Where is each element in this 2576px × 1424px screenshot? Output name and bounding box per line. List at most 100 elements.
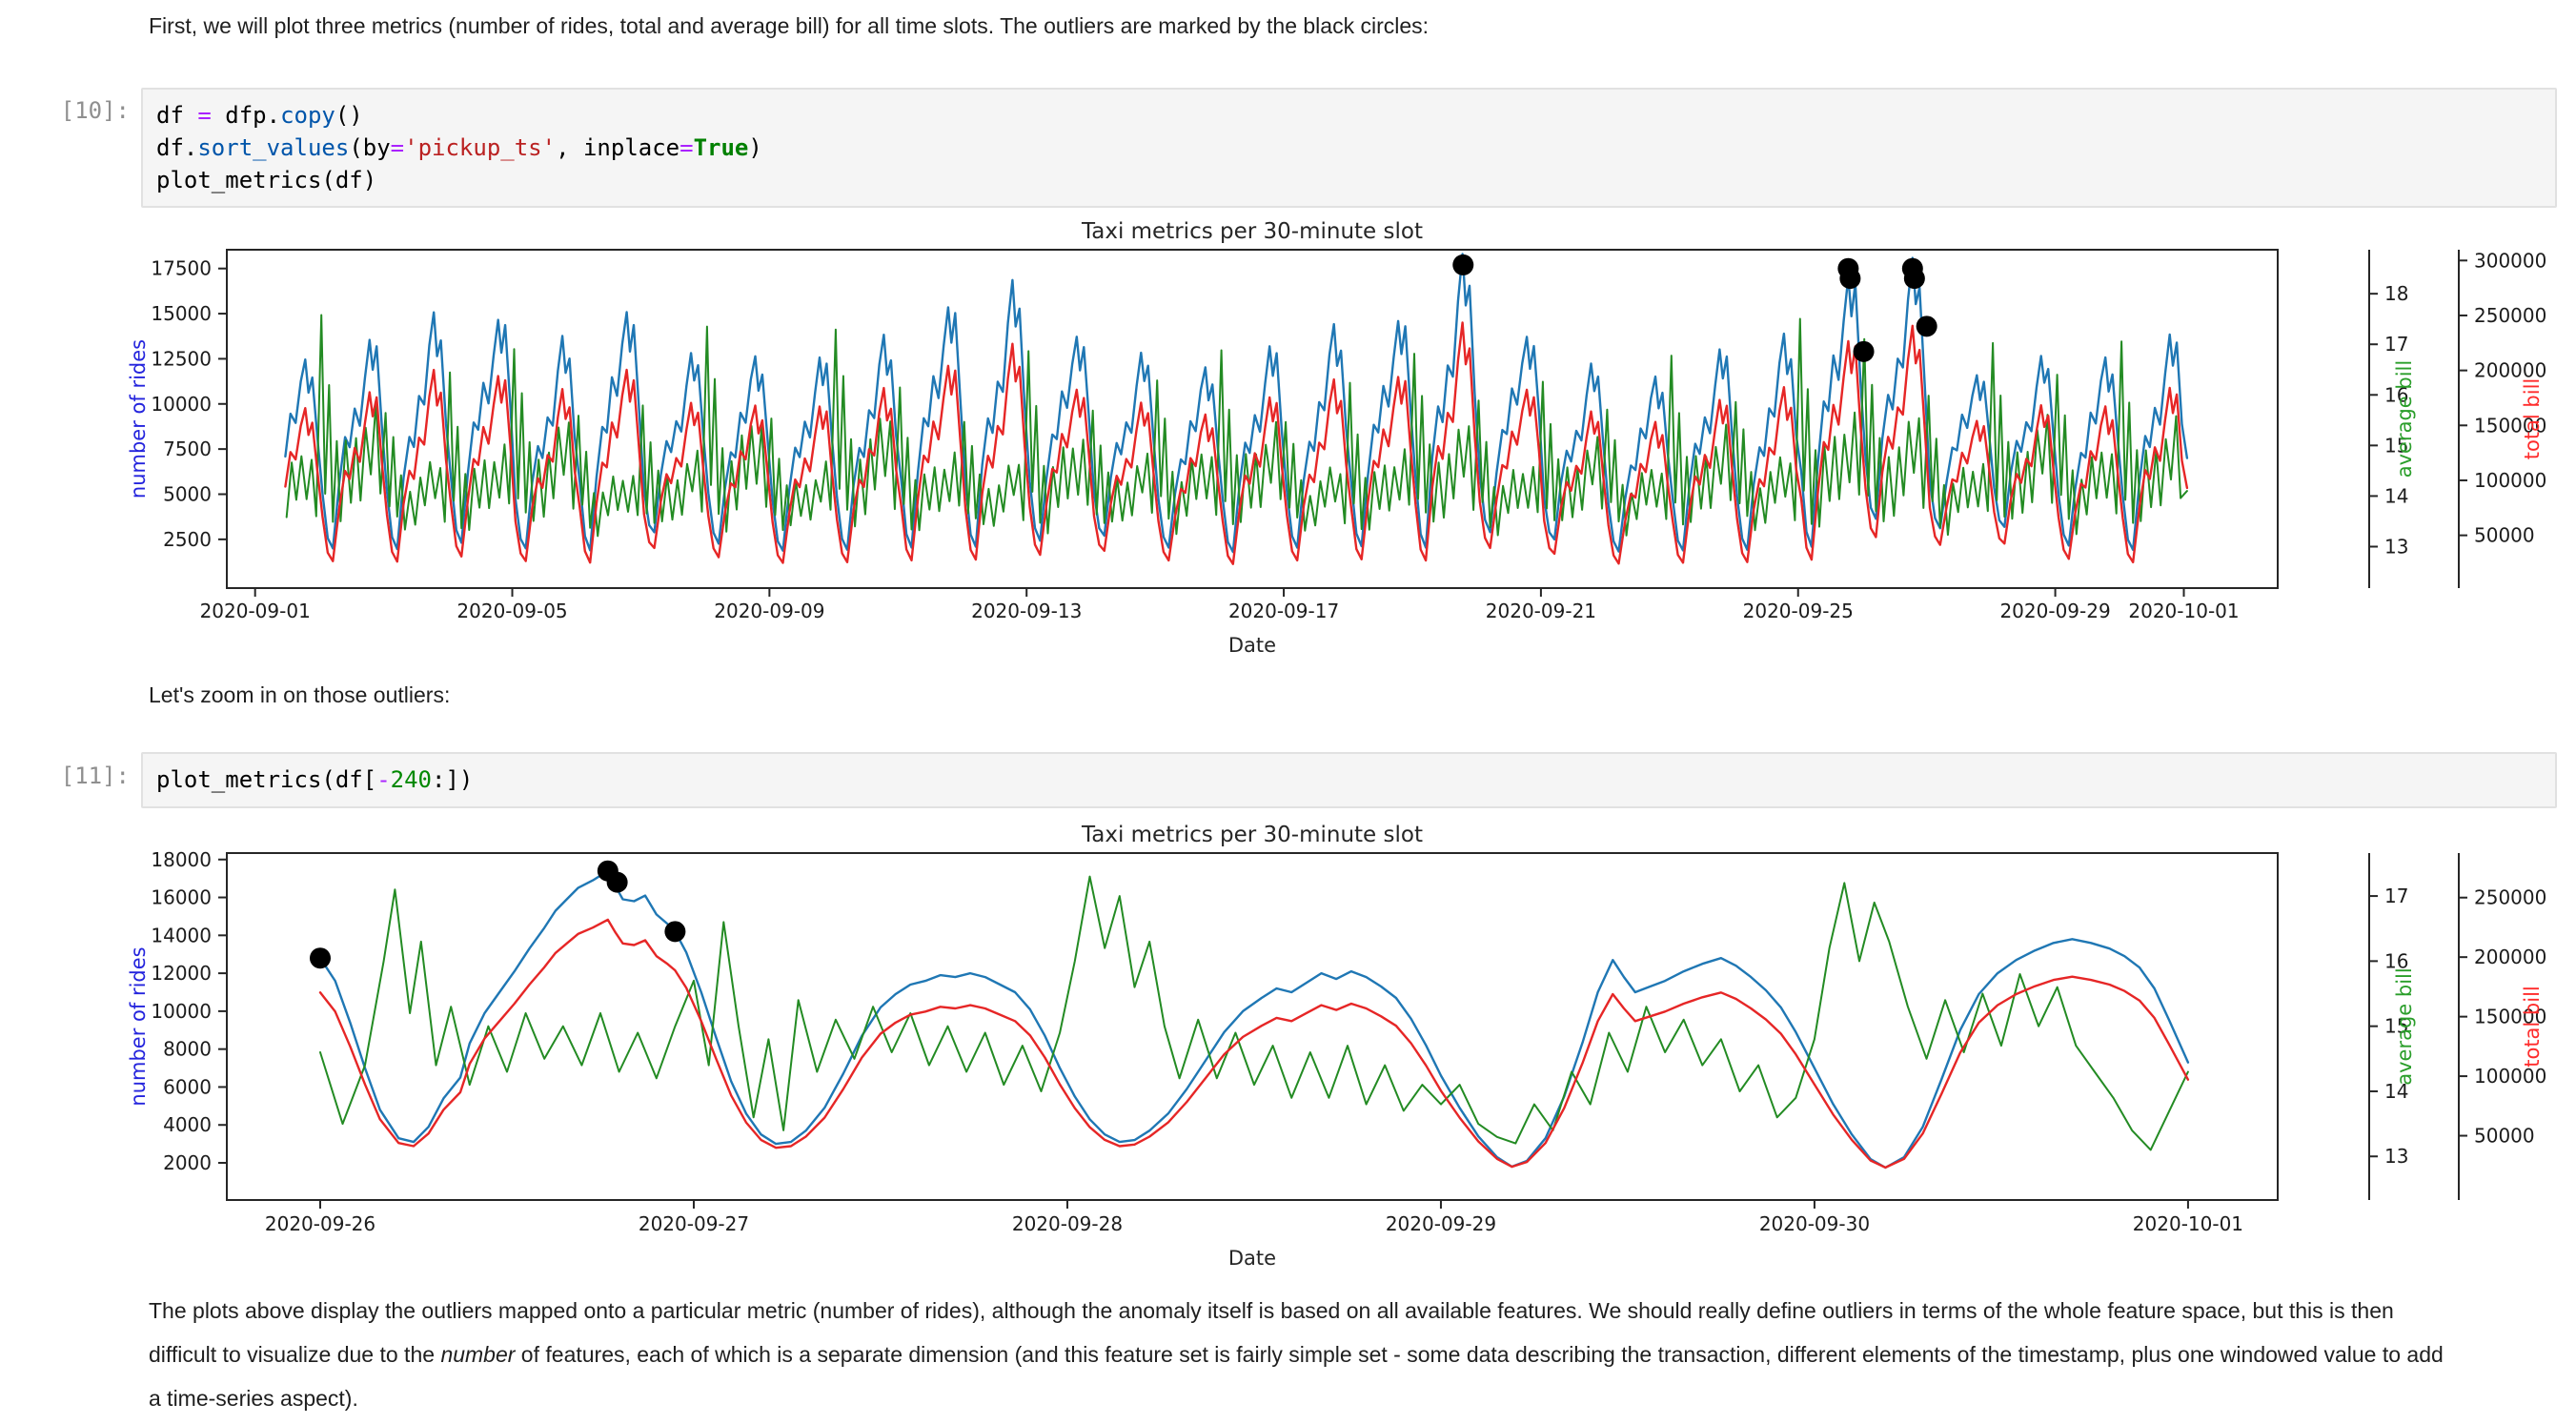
y-axis-label-total: total bill [2521,986,2544,1068]
y-tick-label-total: 250000 [2474,304,2546,327]
code-token-pl: df [156,102,198,129]
outlier-dot [664,921,686,943]
input-prompt-11: [11]: [60,763,130,789]
y-tick-label-rides: 15000 [151,302,212,325]
outlier-dot [309,947,331,969]
y-axis-label-total: total bill [2521,378,2544,460]
code-cell-10[interactable]: df = dfp.copy() df.sort_values(by='pickup… [141,88,2557,208]
code-token-pl: , inplace [556,134,680,161]
y-axis-label-rides: number of rides [127,339,150,498]
outlier-dot [1903,268,1925,290]
code-token-prop: sort_values [197,134,350,161]
y-tick-label-avg: 14 [2384,484,2408,507]
outlier-dot [1839,268,1861,290]
series-avg-line [285,314,2188,538]
y-tick-label-avg: 17 [2384,885,2408,907]
code-token-prop: copy [280,102,335,129]
y-tick-label-avg: 17 [2384,333,2408,356]
x-tick-label: 2020-09-27 [639,1212,749,1235]
markdown-outro[interactable]: The plots above display the outliers map… [149,1289,2455,1420]
x-axis-label: Date [1228,634,1276,657]
outlier-dot [1916,315,1937,337]
x-tick-label: 2020-09-09 [714,600,824,622]
x-tick-label: 2020-09-28 [1012,1212,1123,1235]
x-tick-label: 2020-09-29 [1999,600,2110,622]
code-token-str: 'pickup_ts' [404,134,557,161]
y-tick-label-avg: 18 [2384,282,2408,305]
x-tick-label: 2020-09-29 [1386,1212,1496,1235]
y-tick-label-avg: 15 [2384,434,2408,457]
y-tick-label-total: 150000 [2474,414,2546,437]
code-line: df.sort_values(by='pickup_ts', inplace=T… [156,132,2542,164]
y-tick-label-total: 250000 [2474,886,2546,909]
code-token-num: 240 [390,766,432,793]
code-token-pl: plot_metrics(df) [156,167,377,193]
y-tick-label-rides: 18000 [151,848,212,871]
y-tick-label-rides: 10000 [151,1000,212,1023]
series-avg-line [319,875,2189,1151]
code-token-op: = [679,134,694,161]
y-tick-label-total: 100000 [2474,469,2546,492]
y-tick-label-avg: 14 [2384,1080,2408,1103]
markdown-zoom-note[interactable]: Let's zoom in on those outliers: [149,682,451,707]
outlier-dot [606,871,628,893]
outro-italic-word: number [440,1342,516,1367]
code-token-kw: True [693,134,749,161]
outlier-dot [1853,340,1875,362]
code-line: plot_metrics(df) [156,164,2542,196]
y-axis-label-avg: average bill [2393,967,2416,1085]
x-tick-label: 2020-09-25 [1743,600,1854,622]
figure-2: Taxi metrics per 30-minute slot 2020-09-2… [127,823,2546,1270]
y-axis-label-rides: number of rides [127,946,150,1106]
series-total-line [284,321,2189,565]
y-tick-label-rides: 4000 [163,1113,212,1136]
y-tick-label-total: 150000 [2474,1006,2546,1028]
x-tick-label: 2020-10-01 [2128,600,2239,622]
y-tick-label-total: 50000 [2474,1125,2535,1148]
y-tick-label-rides: 17500 [151,257,212,280]
x-tick-label: 2020-09-13 [971,600,1082,622]
series-rides-line [284,253,2189,554]
code-editor-11[interactable]: plot_metrics(df[-240:]) [143,754,2555,805]
y-tick-label-rides: 2500 [163,528,212,551]
series-total-line [318,918,2190,1170]
code-token-op: = [197,102,212,129]
code-token-op: = [390,134,405,161]
code-line: plot_metrics(df[-240:]) [156,763,2542,796]
plot-title: Taxi metrics per 30-minute slot [1081,823,1423,847]
code-token-pl: dfp. [211,102,281,129]
plot-frame [226,852,2279,1201]
y-tick-label-total: 50000 [2474,524,2535,547]
code-cell-11[interactable]: plot_metrics(df[-240:]) [141,752,2557,808]
x-tick-label: 2020-09-17 [1228,600,1339,622]
x-tick-label: 2020-09-30 [1759,1212,1870,1235]
y-tick-label-total: 300000 [2474,249,2546,272]
code-editor-10[interactable]: df = dfp.copy() df.sort_values(by='pickup… [143,90,2555,206]
plot-frame [226,249,2279,589]
outro-text-1: The plots above display the outliers map… [149,1298,2394,1367]
code-token-pl: plot_metrics(df[ [156,766,377,793]
x-axis-label: Date [1228,1247,1276,1270]
input-prompt-10: [10]: [60,97,130,124]
x-tick-label: 2020-10-01 [2133,1212,2243,1235]
code-line: df = dfp.copy() [156,99,2542,132]
y-tick-label-rides: 14000 [151,924,212,946]
series-rides-line [318,869,2190,1170]
y-tick-label-total: 100000 [2474,1065,2546,1088]
plot-title: Taxi metrics per 30-minute slot [1081,219,1423,244]
code-token-pl: ) [748,134,762,161]
y-tick-label-rides: 8000 [163,1038,212,1061]
y-axis-label-avg: average bill [2393,360,2416,478]
y-tick-label-avg: 16 [2384,383,2408,406]
y-tick-label-avg: 13 [2384,1145,2408,1168]
y-tick-label-rides: 10000 [151,393,212,416]
y-tick-label-avg: 13 [2384,535,2408,558]
y-tick-label-avg: 16 [2384,949,2408,972]
y-tick-label-rides: 16000 [151,886,212,909]
markdown-intro[interactable]: First, we will plot three metrics (numbe… [149,13,1430,38]
y-tick-label-rides: 5000 [163,482,212,505]
y-tick-label-rides: 7500 [163,437,212,460]
outlier-dot [1452,254,1474,275]
